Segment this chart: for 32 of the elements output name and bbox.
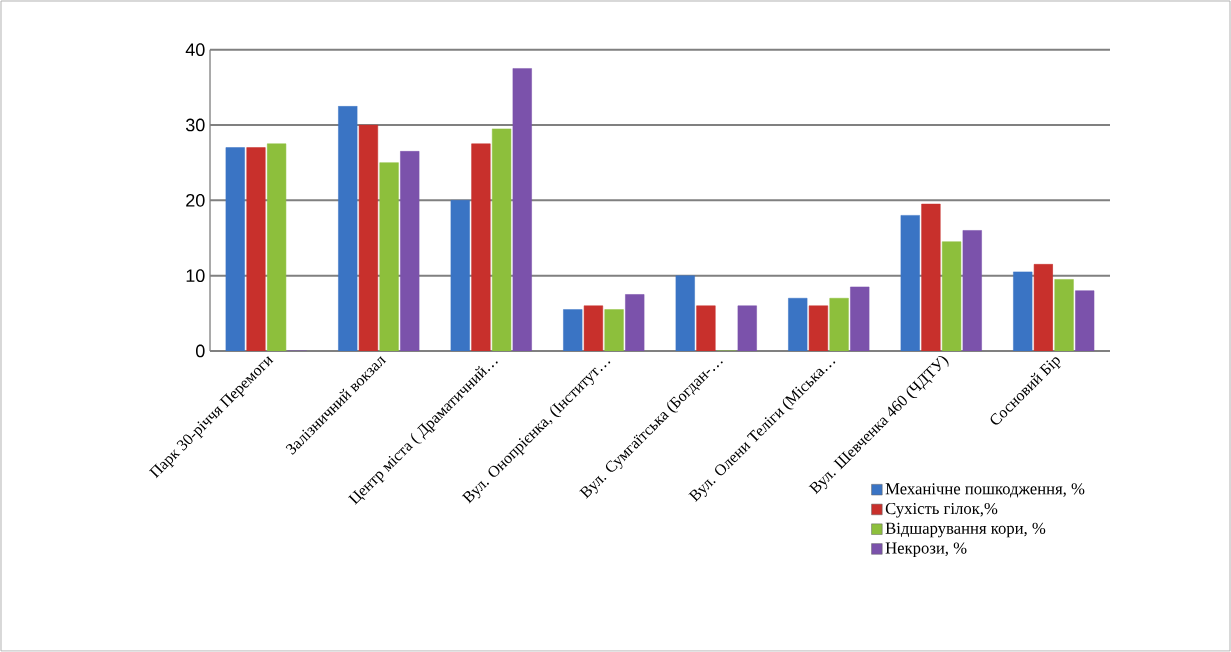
legend-label: Сухість гілок,% bbox=[885, 502, 998, 518]
bar bbox=[941, 241, 962, 351]
bar bbox=[471, 143, 491, 351]
bar bbox=[604, 309, 624, 351]
bar bbox=[788, 297, 808, 351]
bar bbox=[808, 305, 829, 351]
bar bbox=[1013, 271, 1033, 351]
bar bbox=[379, 162, 399, 351]
bar bbox=[246, 147, 266, 351]
bar bbox=[921, 203, 941, 351]
bar bbox=[491, 128, 512, 351]
bar bbox=[829, 297, 849, 351]
y-tick-label: 30 bbox=[185, 118, 205, 132]
bar bbox=[358, 124, 379, 351]
y-tick-label: 10 bbox=[186, 269, 205, 283]
bar bbox=[1033, 264, 1054, 351]
legend-label: Механічне пошкодження, % bbox=[885, 483, 1085, 498]
bar bbox=[225, 147, 245, 351]
y-tick-label: 0 bbox=[196, 344, 205, 358]
legend-label: Відшарування кори, % bbox=[885, 522, 1046, 538]
y-tick-label: 40 bbox=[185, 43, 205, 57]
bar bbox=[1054, 279, 1074, 351]
bar bbox=[900, 215, 920, 351]
bar bbox=[583, 305, 604, 351]
bar bbox=[450, 200, 470, 351]
bar bbox=[338, 105, 358, 351]
bar bbox=[266, 143, 287, 351]
bar bbox=[675, 275, 695, 351]
bar bbox=[696, 305, 716, 351]
bar bbox=[563, 309, 583, 351]
legend-label: Некрози, % bbox=[885, 542, 967, 558]
y-tick-label: 20 bbox=[186, 193, 205, 207]
